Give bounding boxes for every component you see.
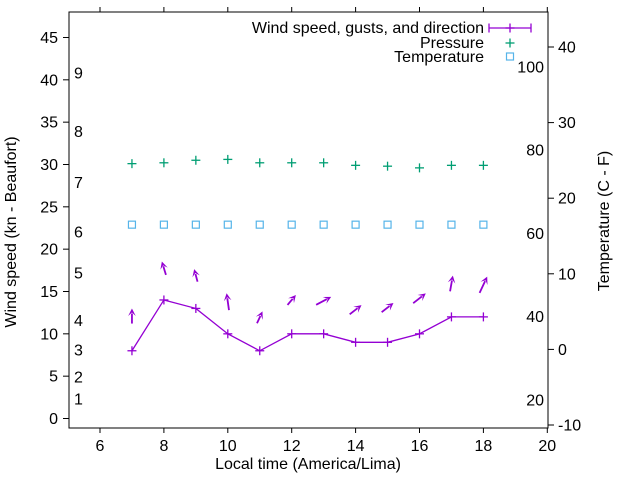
kn-tick-label: 30 bbox=[40, 157, 58, 174]
kn-tick-label: 25 bbox=[40, 199, 58, 216]
kn-tick-label: 35 bbox=[40, 115, 58, 132]
celsius-tick-label: 10 bbox=[558, 266, 576, 283]
x-tick-label: 14 bbox=[347, 438, 365, 455]
kn-tick-label: 5 bbox=[49, 369, 58, 386]
y-right-axis-title: Temperature (C - F) bbox=[596, 151, 613, 291]
kn-tick-label: 10 bbox=[40, 326, 58, 343]
x-tick-label: 8 bbox=[159, 438, 168, 455]
wind-direction-arrow bbox=[128, 308, 136, 324]
legend-label-pressure: Pressure bbox=[420, 35, 484, 52]
beaufort-tick-label: 4 bbox=[74, 313, 83, 330]
wind-direction-arrow bbox=[160, 261, 168, 276]
beaufort-tick-label: 5 bbox=[74, 265, 83, 282]
fahrenheit-tick-label: 20 bbox=[526, 393, 544, 410]
wind-arrow-shaft bbox=[349, 307, 359, 316]
wind-speed-line bbox=[131, 299, 484, 352]
celsius-tick-label: 30 bbox=[558, 115, 576, 132]
wind-arrow-shaft bbox=[286, 298, 294, 306]
plot-border bbox=[68, 11, 549, 429]
temperature-marker bbox=[351, 220, 360, 229]
beaufort-tick-label: 7 bbox=[74, 175, 83, 192]
wind-arrow-head bbox=[288, 294, 296, 304]
temperature-marker bbox=[287, 220, 296, 229]
x-tick-label: 10 bbox=[219, 438, 237, 455]
wind-arrow-head bbox=[447, 275, 456, 284]
beaufort-tick-label: 2 bbox=[74, 370, 83, 387]
wind-arrow-shaft bbox=[478, 280, 486, 294]
temperature-marker bbox=[255, 220, 264, 229]
wind-arrow-head bbox=[192, 269, 200, 278]
fahrenheit-tick-label: 40 bbox=[526, 309, 544, 326]
temperature-marker bbox=[383, 220, 392, 229]
wind-direction-arrow bbox=[381, 302, 394, 313]
temperature-marker bbox=[191, 220, 200, 229]
wind-direction-arrow bbox=[349, 305, 362, 316]
wind-arrow-head bbox=[417, 293, 426, 301]
temperature-marker bbox=[223, 220, 232, 229]
wind-arrow-shaft bbox=[381, 305, 391, 313]
wind-direction-arrow bbox=[286, 294, 296, 306]
legend-label-temperature: Temperature bbox=[394, 49, 484, 66]
legend-label-wind: Wind speed, gusts, and direction bbox=[252, 20, 484, 37]
wind-arrow-shaft bbox=[162, 266, 167, 276]
celsius-tick-label: 0 bbox=[558, 342, 567, 359]
wind-arrow-head bbox=[128, 308, 136, 317]
temperature-marker bbox=[479, 220, 488, 229]
x-tick-label: 18 bbox=[475, 438, 493, 455]
temperature-marker bbox=[415, 220, 424, 229]
fahrenheit-tick-label: 60 bbox=[526, 226, 544, 243]
fahrenheit-tick-label: 80 bbox=[526, 143, 544, 160]
wind-arrow-head bbox=[322, 296, 332, 304]
kn-tick-label: 15 bbox=[40, 284, 58, 301]
wind-arrow-head bbox=[385, 302, 394, 311]
legend-temperature-sample-square bbox=[505, 52, 515, 61]
kn-tick-label: 40 bbox=[40, 72, 58, 89]
x-tick-label: 12 bbox=[283, 438, 301, 455]
temperature-marker bbox=[319, 220, 328, 229]
wind-arrow-shaft bbox=[412, 295, 423, 304]
celsius-tick-label: 20 bbox=[558, 191, 576, 208]
wind-direction-arrow bbox=[412, 293, 426, 304]
temperature-marker bbox=[447, 220, 456, 229]
kn-tick-label: 20 bbox=[40, 242, 58, 259]
wind-arrow-shaft bbox=[449, 280, 453, 292]
wind-direction-arrow bbox=[192, 269, 200, 282]
beaufort-tick-label: 3 bbox=[74, 342, 83, 359]
wind-arrow-head bbox=[480, 276, 488, 285]
celsius-tick-label: 40 bbox=[558, 40, 576, 57]
beaufort-tick-label: 8 bbox=[74, 124, 83, 141]
temperature-marker bbox=[159, 220, 168, 229]
beaufort-tick-label: 9 bbox=[74, 66, 83, 83]
beaufort-tick-label: 1 bbox=[74, 392, 83, 409]
wind-arrow-shaft bbox=[194, 273, 199, 282]
wind-direction-arrow bbox=[478, 276, 488, 294]
kn-tick-label: 45 bbox=[40, 30, 58, 47]
wind-arrow-head bbox=[255, 311, 263, 320]
y-left-axis-title: Wind speed (kn - Beaufort) bbox=[3, 136, 20, 327]
wind-arrow-head bbox=[160, 261, 168, 270]
wind-arrow-shaft bbox=[315, 298, 328, 306]
wind-arrow-head bbox=[353, 305, 362, 313]
temperature-marker bbox=[127, 220, 137, 229]
chart-dynamic-layer: 6 8 10 12 14 16 18 2005101520253035404512345678… bbox=[40, 7, 581, 455]
wind-arrow-shaft bbox=[226, 298, 230, 311]
beaufort-tick-label: 6 bbox=[74, 225, 83, 242]
kn-tick-label: 0 bbox=[49, 411, 58, 428]
fahrenheit-tick-label: 100 bbox=[517, 59, 544, 76]
x-tick-label: 20 bbox=[538, 438, 556, 455]
wind-direction-arrow bbox=[255, 311, 263, 324]
x-tick-label: 6 bbox=[96, 438, 105, 455]
x-axis-title: Local time (America/Lima) bbox=[215, 456, 401, 473]
wind-direction-arrow bbox=[447, 275, 456, 292]
wind-direction-arrow bbox=[223, 293, 232, 311]
wind-arrow-head bbox=[223, 293, 232, 302]
wind-direction-arrow bbox=[315, 296, 332, 306]
x-tick-label: 16 bbox=[411, 438, 429, 455]
celsius-tick-label: -10 bbox=[558, 418, 581, 435]
wind-arrow-shaft bbox=[256, 315, 262, 324]
